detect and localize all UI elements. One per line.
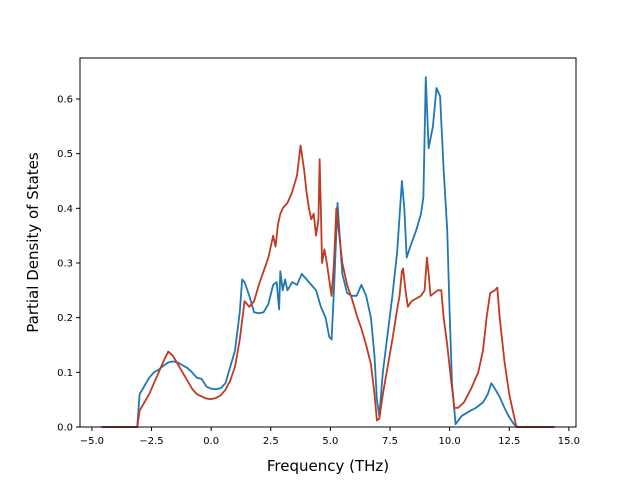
x-tick-label: 0.0 — [203, 436, 219, 447]
series-line-2 — [101, 144, 555, 428]
y-axis-label: Partial Density of States — [24, 152, 42, 333]
y-tick-label: 0.5 — [57, 149, 73, 160]
y-tick-label: 0.0 — [57, 423, 73, 434]
y-tick-label: 0.4 — [57, 204, 73, 215]
x-axis-label: Frequency (THz) — [267, 457, 389, 475]
x-tick-label: 2.5 — [263, 436, 279, 447]
x-axis-ticks: −5.0 −2.5 0.0 2.5 5.0 7.5 10.0 12.5 15.0 — [80, 427, 580, 447]
y-tick-label: 0.1 — [57, 368, 73, 379]
x-tick-label: 7.5 — [382, 436, 398, 447]
y-tick-label: 0.2 — [57, 313, 73, 324]
x-tick-label: 10.0 — [438, 436, 460, 447]
x-tick-label: −5.0 — [80, 436, 104, 447]
y-tick-label: 0.6 — [57, 95, 73, 106]
plot-frame — [79, 57, 577, 428]
x-tick-label: 15.0 — [558, 436, 580, 447]
x-tick-label: 5.0 — [322, 436, 338, 447]
series-layer — [101, 76, 555, 428]
y-axis-ticks: 0.0 0.1 0.2 0.3 0.4 0.5 0.6 — [57, 95, 80, 434]
x-tick-label: 12.5 — [498, 436, 520, 447]
y-tick-label: 0.3 — [57, 259, 73, 270]
x-tick-label: −2.5 — [139, 436, 163, 447]
series-line-1 — [101, 76, 555, 428]
